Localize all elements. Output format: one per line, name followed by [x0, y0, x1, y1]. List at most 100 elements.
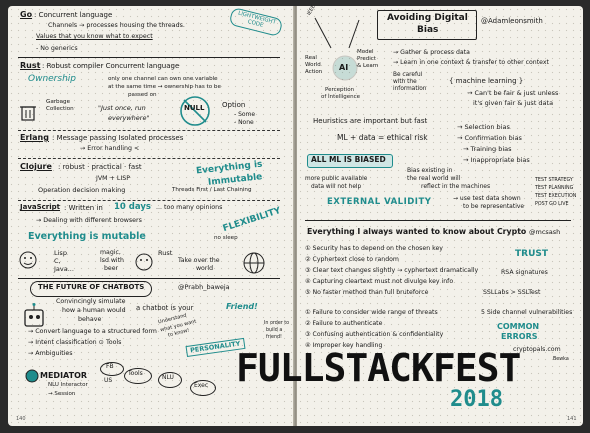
robot-icon [24, 303, 44, 327]
js-line1: : Written in [64, 204, 103, 212]
clojure-key: Clojure [20, 162, 52, 171]
crypto-p4: ④ Capturing cleartext must not divulge k… [305, 278, 454, 285]
crypto-p5: ⑤ No faster method than full bruteforce [305, 289, 429, 296]
divider [18, 278, 280, 279]
mediator-nlu-node [158, 372, 182, 388]
ai-careful3: information [393, 86, 427, 92]
chatbots-p1c: behave [78, 316, 102, 323]
crypto-p3: ③ Clear text changes slightly → cypherte… [305, 267, 479, 274]
chatbots-b2: → Intent classification ⊙ Tools [28, 339, 122, 346]
ai-use: → use test data shown [453, 195, 521, 202]
ai-test1: TEST STRATEGY [535, 178, 573, 183]
ownership-label: Ownership [28, 74, 76, 84]
notebook-gutter [293, 6, 298, 426]
ai-more2: data will not help [311, 184, 362, 190]
option-none: - None [234, 119, 254, 126]
clojure-line2: JVM + LISP [96, 175, 131, 182]
ai-fair2: it's given fair & just data [473, 99, 554, 107]
chatbots-p1b: how a human would [62, 307, 126, 314]
mediator-nlu-label: NLU [162, 374, 174, 381]
js-days: 10 days [114, 202, 151, 212]
ai-title2: Bias [417, 25, 439, 35]
divider [18, 158, 280, 159]
ownership-text1: only one channel can own one variable [108, 76, 218, 82]
family-rust: Rust [158, 249, 173, 257]
ai-use2: to be representative [463, 203, 525, 210]
ai-title-box [377, 10, 477, 40]
chatbots-b3: → Ambiguities [28, 350, 73, 357]
ai-test3: TEST EXECUTION [535, 194, 577, 199]
nosleep-label: no sleep [214, 235, 238, 241]
ai-real: Real [305, 55, 317, 61]
option-some: - Some [234, 111, 256, 118]
null-label: NULL [184, 104, 205, 112]
ai-action: Action [305, 69, 323, 75]
mediator-us: US [104, 377, 113, 384]
ai-eq: ML + data = ethical risk [337, 133, 428, 142]
trash-icon [20, 106, 36, 121]
page-number-right: 141 [567, 416, 577, 422]
ai-learn: & Learn [357, 63, 379, 69]
mutable-label: Everything is mutable [28, 231, 146, 242]
js-line2: → Dealing with different browsers [36, 217, 142, 224]
crypto-f3: ③ Confusing authentication & confidentia… [305, 331, 444, 338]
crypto-sign: Bewka [553, 357, 569, 362]
crypto-handle: @mcsash [529, 228, 561, 236]
divider [18, 200, 280, 201]
mediator-icon [25, 369, 39, 383]
ai-careful2: with the [393, 79, 417, 85]
ai-title: Avoiding Digital [387, 13, 468, 23]
mediator-exec-node [190, 380, 216, 396]
chatbots-p1: Convincingly simulate [56, 298, 126, 305]
chatbots-title-box [30, 281, 152, 297]
ai-careful: Be careful [393, 72, 423, 78]
ai-test2: TEST PLANNING [535, 186, 574, 191]
clojure-line3: Operation decision making [38, 186, 126, 194]
ai-handle: @Adamleonsmith [481, 17, 543, 25]
ai-diagram-icon [314, 17, 360, 81]
rust-quote2: everywhere" [108, 114, 150, 122]
ai-exist2: the real world will [407, 175, 461, 182]
chatbots-b1: → Convert language to a structured form [28, 328, 157, 335]
event-year: 2018 [450, 387, 503, 412]
crypto-site: cryptopals.com [513, 346, 561, 353]
go-key: Go [20, 10, 33, 19]
chatbots-handle: @Prabh_baweja [178, 283, 230, 291]
ai-external: EXTERNAL VALIDITY [327, 197, 432, 207]
family-beer: beer [104, 265, 119, 272]
clojure-line4: Threads First / Last Chaining [172, 187, 252, 193]
crypto-trust: TRUST [515, 249, 548, 259]
mediator-label: MEDIATOR [40, 371, 88, 380]
ai-b2: → Learn in one context & transfer to oth… [393, 59, 549, 66]
ai-biased: ALL ML IS BIASED [311, 155, 386, 164]
ai-exist: Bias existing in [407, 167, 453, 174]
crypto-f4: ④ Improper key handling [305, 342, 383, 349]
family-c: C, [54, 257, 61, 265]
family-world: world [196, 265, 214, 272]
erlang-key: Erlang [20, 133, 49, 142]
mediator-tools-node [124, 368, 152, 384]
crypto-p1: ① Security has to depend on the chosen k… [305, 245, 443, 252]
ai-sel: → Selection bias [457, 123, 510, 131]
right-page: IEEE Model Predict & Learn Real World Ac… [297, 4, 583, 426]
divider [18, 57, 280, 58]
erlang-line2: → Error handling < [80, 145, 140, 152]
flexibility-label: FLEXIBILITY [221, 205, 283, 235]
ai-exist3: reflect in the machines [421, 183, 491, 190]
crypto-errors: ERRORS [501, 332, 538, 341]
clojure-line1: : robust · practical · fast [58, 163, 142, 171]
immutable-label2: Immutable [207, 172, 263, 188]
go-line4: - No generics [36, 45, 78, 52]
mediator-exec: Exec [194, 382, 209, 389]
ai-predict: Predict [357, 56, 376, 62]
ai-b1: → Gather & process data [393, 49, 470, 56]
crypto-f2: ② Failure to authenticate [305, 320, 383, 327]
mediator-nlu: NLU Interactor [48, 382, 88, 388]
ai-model: Model [357, 49, 374, 55]
smiley-doodle-icon [19, 251, 37, 269]
ai-heuristics: Heuristics are important but fast [313, 117, 428, 125]
divider [18, 130, 280, 131]
left-page: Go : Concurrent language Channels → proc… [8, 6, 294, 426]
event-name: FULLSTACKFEST [236, 346, 521, 390]
crypto-f1: ① Failure to consider wide range of thre… [305, 309, 438, 316]
